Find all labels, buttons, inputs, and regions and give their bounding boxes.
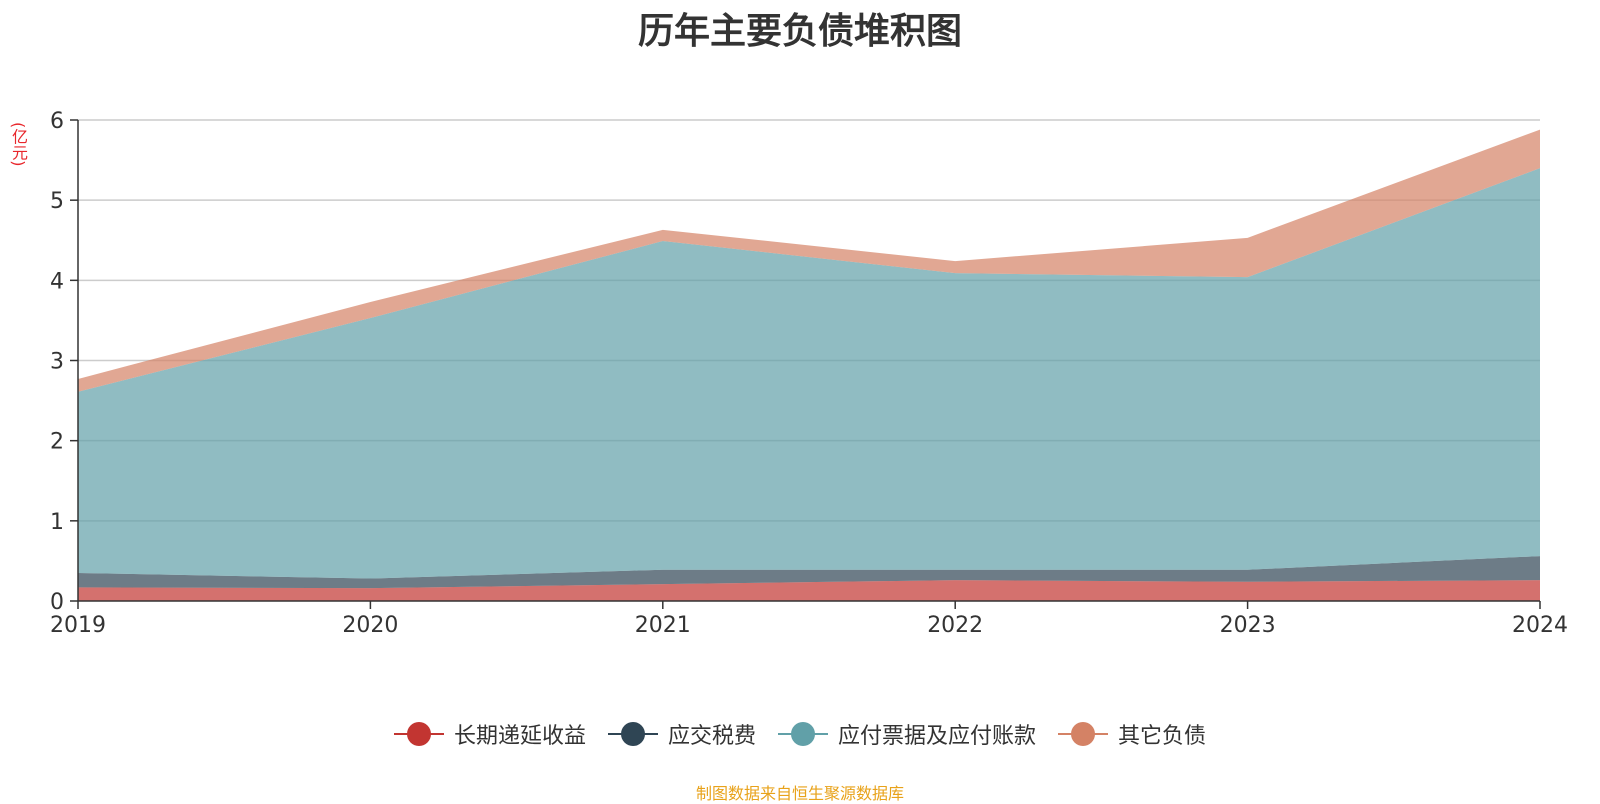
x-tick-label: 2022 xyxy=(927,613,983,638)
x-tick-label: 2019 xyxy=(50,613,106,638)
y-tick-label: 3 xyxy=(50,350,64,375)
legend-label: 长期递延收益 xyxy=(453,724,586,749)
x-tick-label: 2024 xyxy=(1512,613,1568,638)
source-note: 制图数据来自恒生聚源数据库 xyxy=(695,784,904,803)
x-tick-label: 2021 xyxy=(635,613,691,638)
area-series-0 xyxy=(78,580,1540,601)
legend-label: 其它负债 xyxy=(1118,724,1207,749)
y-tick-label: 6 xyxy=(50,109,64,134)
legend-marker-icon xyxy=(607,721,658,747)
legend-item-1[interactable]: 应交税费 xyxy=(607,718,756,750)
x-tick-label: 2023 xyxy=(1220,613,1276,638)
chart-title: 历年主要负债堆积图 xyxy=(637,11,962,52)
y-axis-unit-label: (亿元) xyxy=(9,122,28,167)
legend-marker-icon xyxy=(1058,721,1109,747)
legend-item-2[interactable]: 应付票据及应付账款 xyxy=(778,718,1036,750)
legend-label: 应付票据及应付账款 xyxy=(838,724,1037,749)
legend-label: 应交税费 xyxy=(667,724,756,749)
y-tick-label: 1 xyxy=(50,510,64,535)
y-tick-label: 5 xyxy=(50,189,64,214)
legend-item-0[interactable]: 长期递延收益 xyxy=(393,718,586,750)
y-tick-label: 0 xyxy=(50,590,64,615)
y-tick-label: 4 xyxy=(50,269,64,294)
legend: 长期递延收益 应交税费 应付票据及应付账款 其它负债 xyxy=(0,718,1600,750)
area-series-3 xyxy=(78,129,1540,392)
axes: 0 1 2 3 4 5 6 2019 2020 2021 2022 2023 2024 xyxy=(50,109,1568,638)
area-layer xyxy=(78,129,1540,601)
y-tick-label: 2 xyxy=(50,430,64,455)
area-series-1 xyxy=(78,556,1540,589)
legend-item-3[interactable]: 其它负债 xyxy=(1058,718,1206,750)
legend-marker-icon xyxy=(393,721,444,747)
area-series-2 xyxy=(78,168,1540,579)
legend-marker-icon xyxy=(778,721,828,747)
x-tick-label: 2020 xyxy=(342,613,398,638)
